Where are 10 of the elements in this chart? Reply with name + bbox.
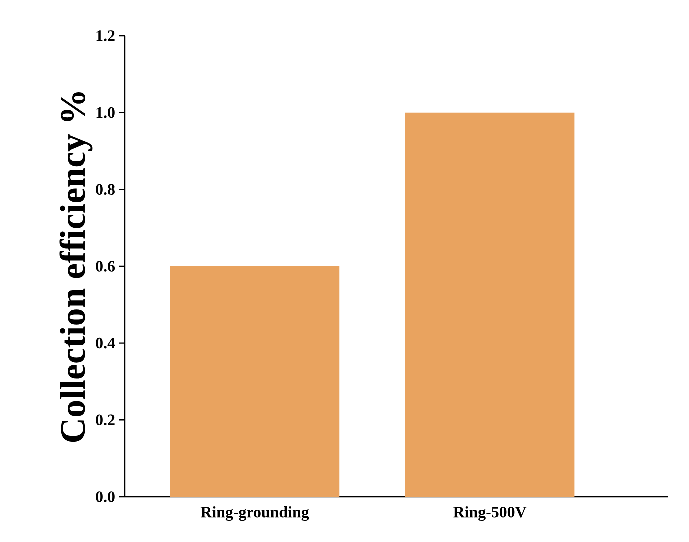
x-tick-label: Ring-grounding bbox=[200, 506, 310, 522]
y-axis-title: Collection efficiency % bbox=[60, 92, 93, 442]
y-tick-label: 1.2 bbox=[96, 30, 115, 42]
y-tick-label: 0.4 bbox=[96, 338, 116, 349]
y-tick-label: 0.0 bbox=[96, 492, 115, 502]
y-tick-label: 1.0 bbox=[96, 107, 115, 118]
y-tick-label: 0.6 bbox=[96, 261, 116, 272]
x-tick-label: Ring-500V bbox=[454, 506, 527, 522]
y-tick-label: 0.8 bbox=[96, 184, 115, 196]
y-tick-label: 0.2 bbox=[96, 414, 115, 426]
